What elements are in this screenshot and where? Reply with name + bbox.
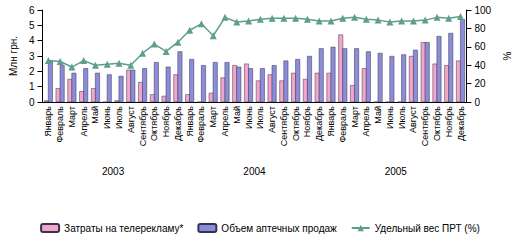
svg-text:2005: 2005 bbox=[385, 166, 408, 177]
svg-text:2: 2 bbox=[29, 66, 35, 77]
svg-text:Апрель: Апрель bbox=[79, 106, 89, 137]
svg-text:Декабрь: Декабрь bbox=[456, 106, 466, 141]
svg-text:Июль: Июль bbox=[114, 106, 124, 129]
svg-text:100: 100 bbox=[474, 5, 491, 16]
svg-text:Январь: Январь bbox=[185, 106, 195, 137]
svg-text:80: 80 bbox=[474, 23, 486, 34]
svg-text:Млн грн.: Млн грн. bbox=[8, 36, 19, 76]
svg-text:Декабрь: Декабрь bbox=[173, 106, 183, 141]
svg-text:Сентябрь: Сентябрь bbox=[420, 106, 430, 147]
svg-text:Март: Март bbox=[67, 106, 77, 128]
svg-text:Февраль: Февраль bbox=[55, 106, 65, 143]
svg-text:6: 6 bbox=[29, 5, 35, 16]
svg-text:60: 60 bbox=[474, 41, 486, 52]
svg-text:Апрель: Апрель bbox=[361, 106, 371, 137]
svg-text:Март: Март bbox=[208, 106, 218, 128]
svg-text:Июнь: Июнь bbox=[385, 106, 395, 129]
svg-text:0: 0 bbox=[29, 97, 35, 108]
svg-text:Ноябрь: Ноябрь bbox=[161, 106, 171, 138]
svg-text:%: % bbox=[502, 51, 513, 60]
svg-text:20: 20 bbox=[474, 78, 486, 89]
svg-text:4: 4 bbox=[29, 35, 35, 46]
svg-text:Октябрь: Октябрь bbox=[291, 106, 301, 141]
svg-text:Затраты на телерекламу*: Затраты на телерекламу* bbox=[64, 223, 183, 234]
svg-text:2004: 2004 bbox=[243, 166, 266, 177]
svg-text:Объем аптечных продаж: Объем аптечных продаж bbox=[221, 223, 337, 234]
svg-text:40: 40 bbox=[474, 60, 486, 71]
svg-text:Май: Май bbox=[373, 106, 383, 124]
svg-text:Май: Май bbox=[90, 106, 100, 124]
svg-text:Июнь: Июнь bbox=[102, 106, 112, 129]
svg-text:Июль: Июль bbox=[255, 106, 265, 129]
svg-text:Август: Август bbox=[267, 106, 277, 133]
svg-text:Декабрь: Декабрь bbox=[314, 106, 324, 141]
svg-text:3: 3 bbox=[29, 51, 35, 62]
svg-text:0: 0 bbox=[474, 97, 480, 108]
svg-text:Январь: Январь bbox=[326, 106, 336, 137]
svg-text:Август: Август bbox=[408, 106, 418, 133]
svg-text:Май: Май bbox=[232, 106, 242, 124]
svg-text:Июль: Июль bbox=[397, 106, 407, 129]
svg-text:1: 1 bbox=[29, 81, 35, 92]
svg-text:Ноябрь: Ноябрь bbox=[302, 106, 312, 138]
svg-text:Сентябрь: Сентябрь bbox=[138, 106, 148, 147]
svg-text:Апрель: Апрель bbox=[220, 106, 230, 137]
svg-text:5: 5 bbox=[29, 20, 35, 31]
svg-text:Август: Август bbox=[126, 106, 136, 133]
svg-text:2003: 2003 bbox=[102, 166, 125, 177]
svg-text:Сентябрь: Сентябрь bbox=[279, 106, 289, 147]
svg-text:Февраль: Февраль bbox=[196, 106, 206, 143]
svg-text:Ноябрь: Ноябрь bbox=[444, 106, 454, 138]
svg-text:Октябрь: Октябрь bbox=[432, 106, 442, 141]
svg-text:Март: Март bbox=[350, 106, 360, 128]
svg-text:Удельный вес ПРТ (%): Удельный вес ПРТ (%) bbox=[375, 223, 480, 234]
svg-text:Июнь: Июнь bbox=[244, 106, 254, 129]
svg-text:Октябрь: Октябрь bbox=[149, 106, 159, 141]
svg-text:Февраль: Февраль bbox=[338, 106, 348, 143]
svg-text:Январь: Январь bbox=[43, 106, 53, 137]
